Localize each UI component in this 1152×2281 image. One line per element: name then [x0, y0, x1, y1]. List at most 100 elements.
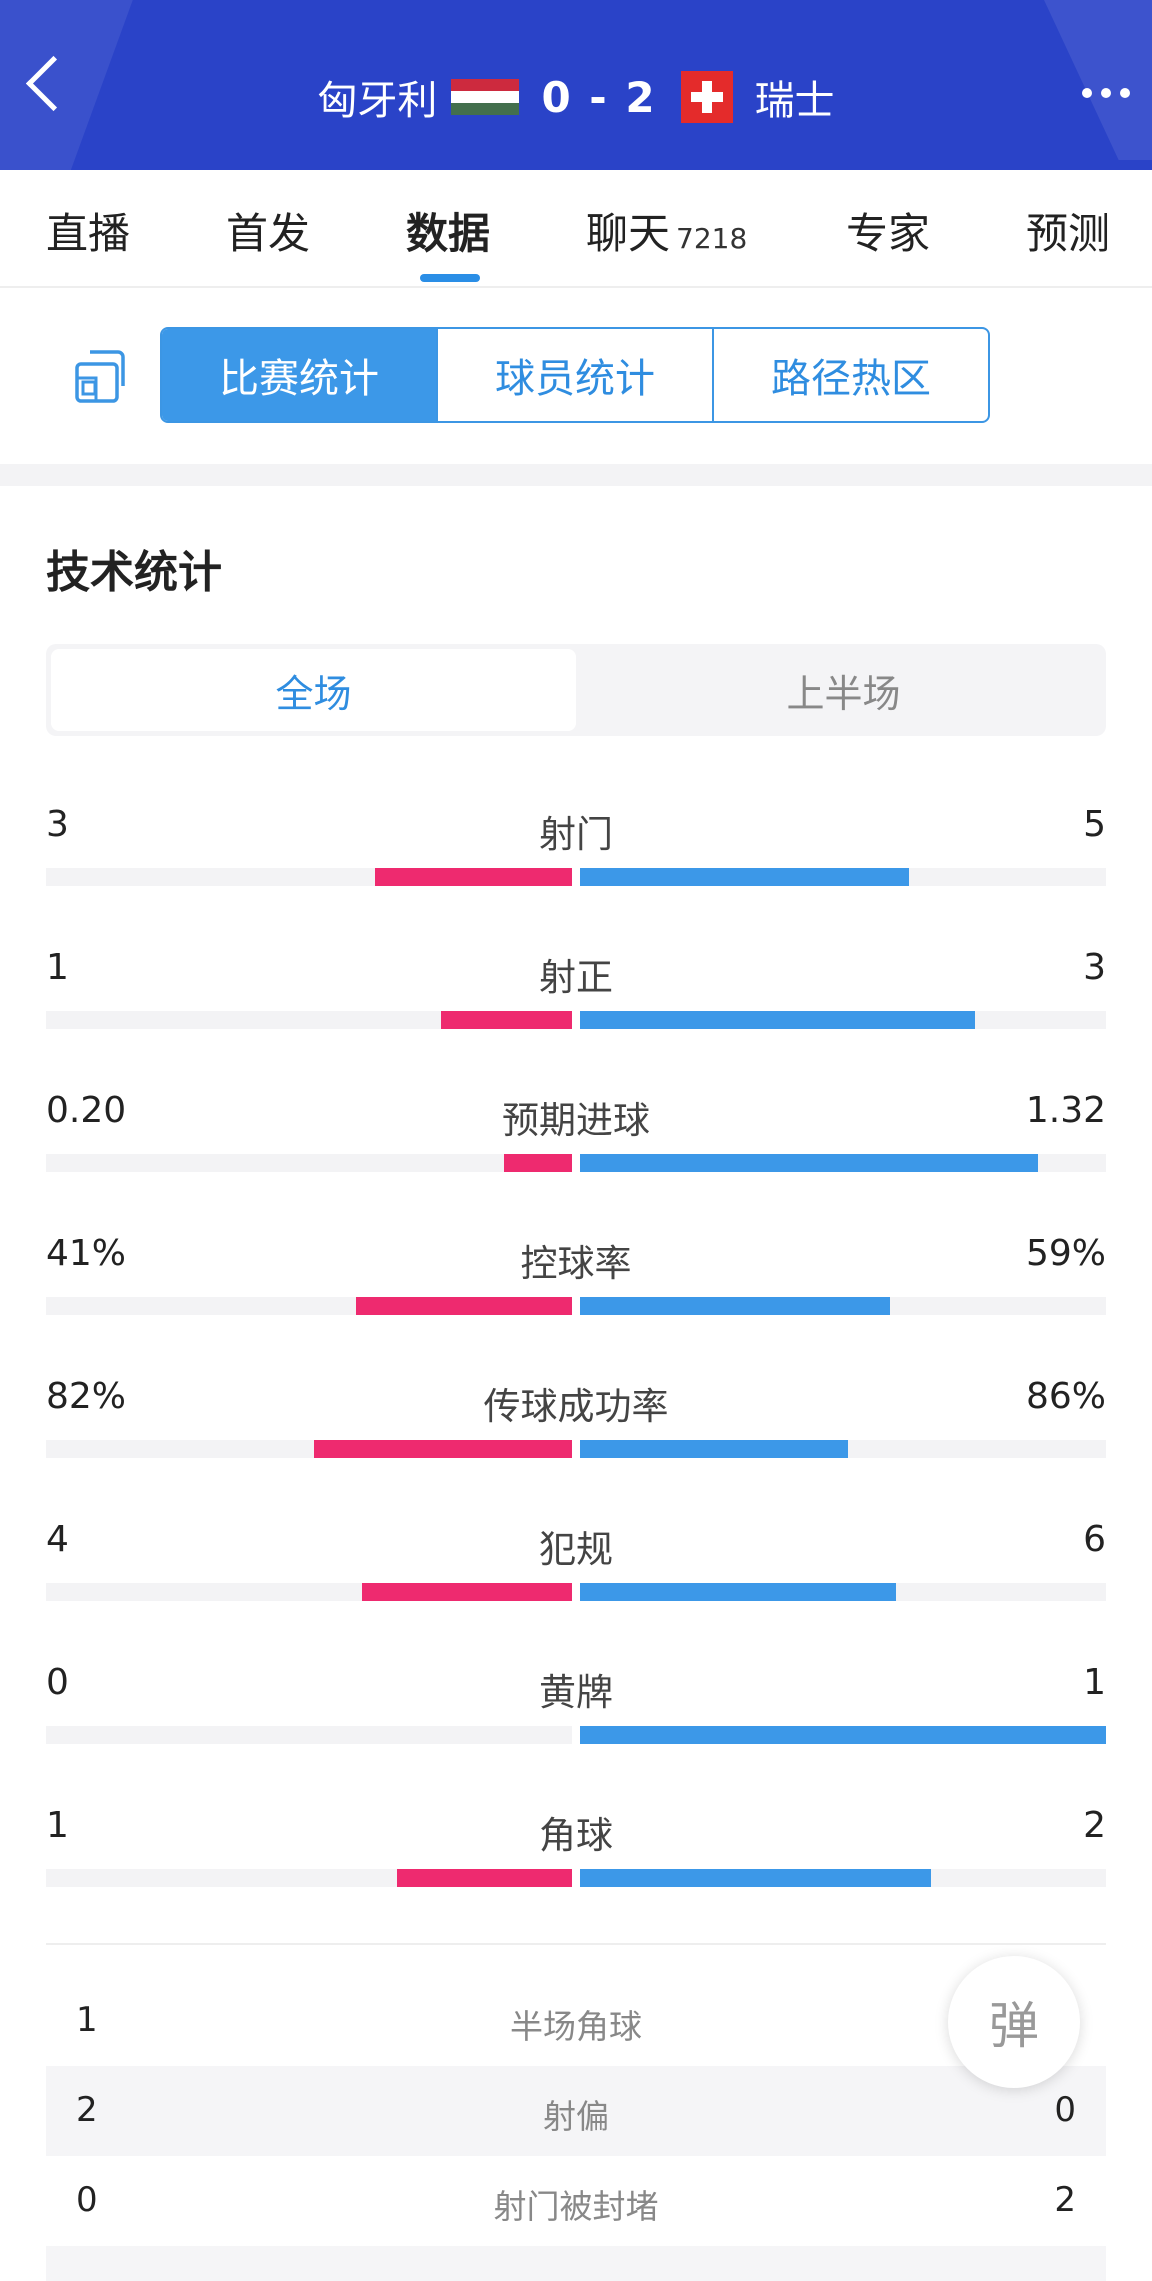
- chat-count-badge: 7218: [676, 222, 748, 255]
- segment-heatmap[interactable]: 路径热区: [771, 356, 931, 402]
- match-header: 匈牙利 0 - 2 瑞士: [0, 0, 1152, 170]
- stat-name: 预期进球: [502, 1099, 650, 1142]
- stat-away-value: 1.32: [1025, 1090, 1106, 1131]
- home-bar-track: [46, 1011, 572, 1029]
- stat-row: 3 射门 5: [46, 804, 1106, 904]
- active-tab-indicator: [420, 274, 480, 282]
- stat-row: 4 犯规 6: [46, 1519, 1106, 1619]
- tab-live[interactable]: 直播: [46, 200, 130, 261]
- stat-away-value: 2: [1083, 1805, 1106, 1846]
- stat-name: 角球: [539, 1814, 613, 1857]
- more-dots-icon: [1082, 88, 1092, 98]
- tab-label: 专家: [846, 209, 931, 258]
- stat-name: 传球成功率: [483, 1385, 669, 1428]
- stat-name: 犯规: [539, 1528, 613, 1571]
- more-button[interactable]: [1082, 88, 1130, 98]
- home-bar-track: [46, 1297, 572, 1315]
- stat-home-value: 41%: [46, 1233, 127, 1274]
- away-bar-track: [580, 1726, 1106, 1744]
- stat-row: 0 黄牌 1: [46, 1662, 1106, 1762]
- segment-player-stats[interactable]: 球员统计: [438, 329, 714, 421]
- stat-home-value: 0: [46, 1662, 69, 1703]
- home-bar-track: [46, 1869, 572, 1887]
- home-team-name: 匈牙利: [317, 78, 438, 124]
- stat-name: 黄牌: [539, 1671, 613, 1714]
- stat-home-value: 3: [46, 804, 69, 845]
- table-home-value: 1: [76, 2000, 98, 2040]
- away-bar-track: [580, 1154, 1106, 1172]
- away-bar-track: [580, 1440, 1106, 1458]
- away-bar-fill: [580, 868, 909, 886]
- stat-away-value: 1: [1083, 1662, 1106, 1703]
- stat-row: 41% 控球率 59%: [46, 1233, 1106, 1333]
- tab-label: 预测: [1026, 209, 1111, 258]
- tab-label: 首发: [226, 209, 311, 258]
- away-bar-track: [580, 868, 1106, 886]
- table-stat-name: 射偏: [543, 2097, 609, 2136]
- stats-divider: [46, 1943, 1106, 1945]
- home-bar-track: [46, 1440, 572, 1458]
- table-row: 0 射门被封堵 2: [46, 2156, 1106, 2246]
- match-score: 0 - 2: [541, 72, 657, 122]
- segment-match-stats[interactable]: 比赛统计: [162, 329, 438, 421]
- tab-chat[interactable]: 聊天 7218: [586, 200, 747, 261]
- away-team-name: 瑞士: [754, 78, 835, 124]
- table-away-value: 2: [1054, 2180, 1076, 2220]
- table-row: [46, 2246, 1106, 2281]
- tab-stats[interactable]: 数据: [406, 200, 490, 261]
- home-bar-fill: [396, 1869, 572, 1887]
- home-bar-fill: [440, 1011, 572, 1029]
- away-bar-fill: [580, 1297, 891, 1315]
- away-bar-fill: [580, 1154, 1038, 1172]
- stat-home-value: 0.20: [46, 1090, 127, 1131]
- tab-label: 直播: [46, 209, 131, 258]
- away-bar-track: [580, 1583, 1106, 1601]
- stat-row: 1 射正 3: [46, 947, 1106, 1047]
- stat-home-value: 1: [46, 1805, 69, 1846]
- switzerland-flag-icon: [680, 71, 733, 123]
- stat-away-value: 59%: [1025, 1233, 1106, 1274]
- home-bar-fill: [356, 1297, 572, 1315]
- away-bar-track: [580, 1869, 1106, 1887]
- stat-home-value: 1: [46, 947, 69, 988]
- away-bar-track: [580, 1297, 1106, 1315]
- stat-away-value: 6: [1083, 1519, 1106, 1560]
- away-bar-fill: [580, 1726, 1106, 1744]
- match-tabs: 直播 首发 数据 聊天 7218 专家 预测: [0, 170, 1152, 288]
- stat-away-value: 5: [1083, 804, 1106, 845]
- table-home-value: 2: [76, 2090, 98, 2130]
- period-full-match[interactable]: 全场: [51, 649, 576, 731]
- stat-name: 控球率: [520, 1242, 632, 1285]
- table-row: 1 半场角球: [46, 1976, 1106, 2066]
- home-bar-fill: [503, 1154, 572, 1172]
- stat-home-value: 4: [46, 1519, 69, 1560]
- period-first-half[interactable]: 上半场: [786, 671, 901, 716]
- period-switch: 全场 上半场: [46, 644, 1106, 736]
- stat-away-value: 86%: [1025, 1376, 1106, 1417]
- home-bar-track: [46, 1583, 572, 1601]
- more-dots-icon: [1101, 88, 1111, 98]
- stat-row: 0.20 预期进球 1.32: [46, 1090, 1106, 1190]
- stats-type-segment: 比赛统计 球员统计 路径热区: [160, 327, 990, 423]
- tab-experts[interactable]: 专家: [846, 200, 930, 261]
- away-bar-track: [580, 1011, 1106, 1029]
- home-bar-fill: [374, 868, 572, 886]
- danmaku-button[interactable]: 弹: [948, 1956, 1080, 2088]
- stat-away-value: 3: [1083, 947, 1106, 988]
- away-bar-fill: [580, 1440, 849, 1458]
- stat-name: 射正: [539, 956, 613, 999]
- screenshot-share-icon[interactable]: [74, 348, 126, 404]
- tab-lineup[interactable]: 首发: [226, 200, 310, 261]
- tab-predict[interactable]: 预测: [1026, 200, 1110, 261]
- stat-row: 82% 传球成功率 86%: [46, 1376, 1106, 1476]
- more-dots-icon: [1120, 88, 1130, 98]
- home-bar-fill: [314, 1440, 572, 1458]
- table-stat-name: 半场角球: [510, 2007, 642, 2046]
- home-bar-fill: [361, 1583, 572, 1601]
- section-separator: [0, 464, 1152, 486]
- table-row: 2 射偏 0: [46, 2066, 1106, 2156]
- table-stat-name: 射门被封堵: [493, 2187, 659, 2226]
- home-bar-track: [46, 868, 572, 886]
- home-bar-track: [46, 1154, 572, 1172]
- stat-name: 射门: [539, 813, 613, 856]
